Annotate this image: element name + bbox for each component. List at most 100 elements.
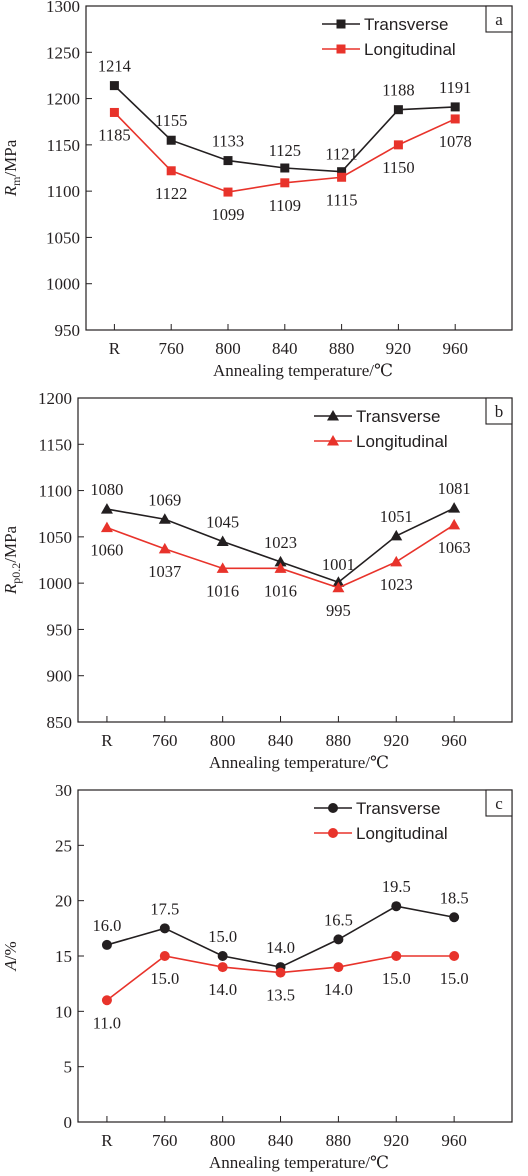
series-transverse: 1214 1155 1133 1125 1121 1188 1191	[98, 57, 471, 177]
data-label: 1185	[98, 125, 130, 144]
data-label: 1188	[382, 81, 414, 100]
data-point	[337, 172, 347, 182]
data-point	[166, 166, 176, 176]
data-point	[336, 19, 346, 29]
x-tick-label: R	[101, 1131, 113, 1150]
legend-label: Transverse	[356, 407, 440, 426]
data-point	[333, 934, 344, 945]
x-tick-label: 920	[384, 731, 410, 750]
legend-label: Longitudinal	[356, 432, 448, 451]
legend-label: Longitudinal	[364, 40, 456, 59]
data-label: 1051	[380, 507, 413, 526]
data-label: 1023	[264, 533, 297, 552]
x-axis-title: Annealing temperature/℃	[209, 1153, 389, 1172]
data-point	[332, 581, 345, 593]
data-label: 16.5	[324, 910, 353, 929]
data-point	[393, 140, 403, 150]
y-tick-label: 1000	[46, 275, 80, 294]
data-label: 1045	[206, 512, 239, 531]
panel-tag-label: b	[495, 402, 504, 421]
y-tick-label: 30	[55, 781, 72, 800]
data-point	[391, 901, 402, 912]
data-point	[328, 803, 338, 813]
data-point	[449, 912, 460, 923]
y-tick-label: 1050	[38, 528, 72, 547]
y-tick-label: 1050	[46, 228, 80, 247]
y-tick-label: 10	[55, 1002, 72, 1021]
data-point	[390, 529, 403, 541]
legend-label: Transverse	[356, 799, 440, 818]
data-label: 19.5	[382, 877, 411, 896]
y-tick-label: 950	[55, 321, 81, 340]
y-axis-title: Rp0.2/MPa	[1, 525, 23, 595]
y-tick-label: 5	[64, 1058, 73, 1077]
data-point	[280, 178, 290, 188]
data-label: 1063	[438, 538, 471, 557]
panel-tag-label: a	[495, 10, 503, 29]
data-point	[223, 156, 233, 166]
data-point	[450, 102, 460, 112]
data-label: 13.5	[266, 986, 295, 1005]
panel-tag-box	[485, 5, 513, 33]
data-label: 14.0	[324, 980, 353, 999]
series-longitudinal: 11.0 15.0 14.0 13.5 14.0 15.0 15.0	[93, 951, 469, 1032]
data-label: 1016	[206, 581, 239, 600]
data-label: 1214	[98, 57, 131, 76]
data-point	[390, 555, 403, 567]
y-tick-label: 950	[47, 620, 73, 639]
series-longitudinal: 1060 1037 1016 1016 995 1023 1063	[90, 518, 471, 620]
data-point	[216, 535, 229, 546]
data-point	[327, 410, 339, 421]
data-point	[337, 167, 347, 177]
chart-panel-c: 0 5 10 15 20 25 30 R 760 800 840 880 920 960 Annealing…	[1, 781, 513, 1172]
data-label: 15.0	[440, 969, 469, 988]
data-label: 1099	[212, 205, 245, 224]
y-axis-title: Rm/MPa	[1, 139, 23, 197]
x-tick-label: 840	[268, 731, 294, 750]
legend-label: Longitudinal	[356, 824, 448, 843]
x-tick-label: 800	[215, 339, 241, 358]
data-point	[166, 135, 176, 145]
data-label: 1080	[90, 480, 123, 499]
data-point	[109, 107, 119, 117]
y-axis-title-symbol: A	[1, 960, 20, 972]
x-tick-label: 920	[386, 339, 412, 358]
data-label: 1121	[325, 145, 357, 164]
x-tick-label: 880	[329, 339, 355, 358]
data-label: 1133	[212, 132, 244, 151]
data-point	[158, 513, 171, 524]
x-tick-label: 960	[442, 339, 468, 358]
data-point	[333, 962, 344, 973]
y-axis-title-subscript: p0.2	[9, 563, 23, 584]
data-point	[217, 962, 228, 973]
data-label: 1125	[269, 141, 301, 160]
panel-tag-box	[485, 397, 513, 425]
data-label: 15.0	[150, 969, 179, 988]
y-tick-label: 15	[55, 947, 72, 966]
data-point	[100, 503, 113, 514]
x-tick-label: 880	[326, 1131, 352, 1150]
data-point	[217, 951, 228, 961]
data-label: 16.0	[92, 916, 121, 935]
y-tick-label: 1100	[47, 182, 80, 201]
plot-frame	[77, 397, 513, 723]
plot-frame	[85, 5, 513, 331]
legend: Transverse Longitudinal	[314, 799, 448, 843]
y-axis-title: A/%	[1, 941, 20, 971]
panel-tag-label: c	[495, 794, 503, 813]
chart-panel-a: 950 1000 1050 1100 1150 1200 1250 1300 R 760 800 84…	[1, 0, 513, 380]
y-axis-title-unit: /MPa	[1, 525, 20, 562]
x-tick-label: 840	[268, 1131, 294, 1150]
y-tick-label: 25	[55, 836, 72, 855]
data-label: 1078	[439, 132, 472, 151]
x-tick-label: 800	[210, 731, 236, 750]
data-point	[450, 114, 460, 124]
x-axis-title: Annealing temperature/℃	[213, 361, 393, 380]
y-tick-label: 1200	[38, 389, 72, 408]
data-label: 1081	[438, 479, 471, 498]
data-point	[449, 951, 460, 961]
y-axis-title-symbol: R	[1, 583, 20, 595]
data-label: 1069	[148, 490, 181, 509]
data-label: 1109	[269, 196, 301, 215]
